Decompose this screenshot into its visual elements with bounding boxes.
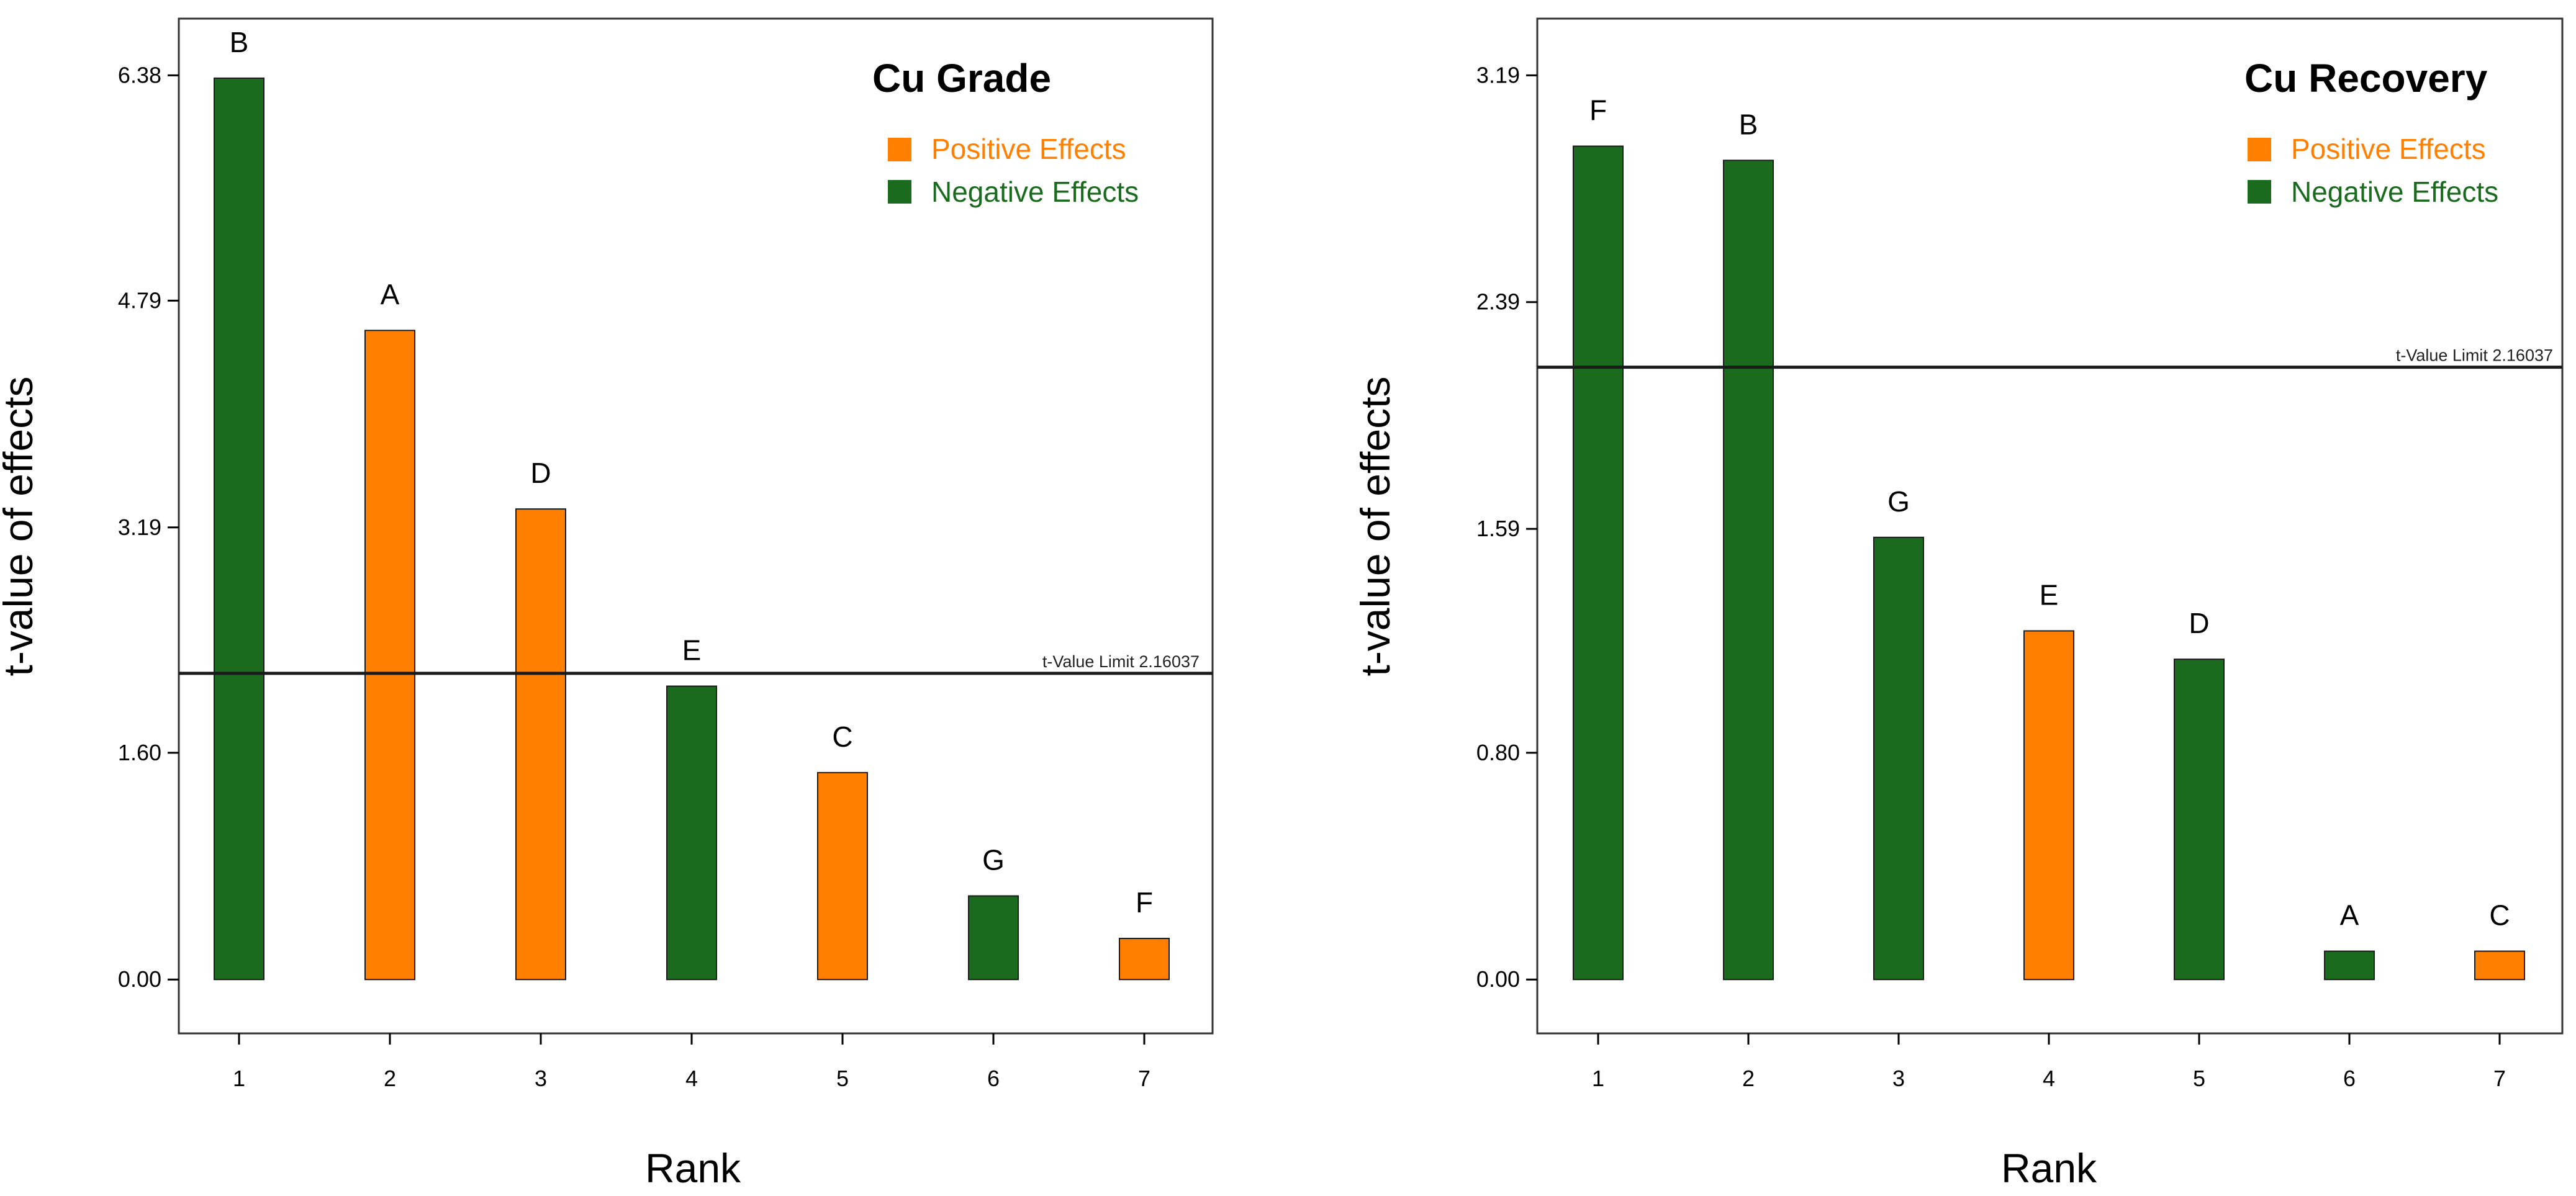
bar-label: A <box>2340 899 2359 932</box>
bar <box>2324 950 2375 981</box>
y-tick-label: 3.19 <box>1476 62 1520 88</box>
x-tick-label: 7 <box>1138 1066 1150 1091</box>
x-axis: 1 2 3 4 5 6 7 <box>233 1033 1150 1091</box>
x-tick-label: 1 <box>233 1066 245 1091</box>
chart-title: Cu Grade <box>872 56 1051 101</box>
bar-label: B <box>1739 108 1758 140</box>
bar <box>2174 659 2225 981</box>
bar-label: G <box>982 843 1005 876</box>
bar-label: F <box>1136 886 1153 919</box>
x-tick-label: 3 <box>535 1066 547 1091</box>
legend-label-negative: Negative Effects <box>931 176 1139 208</box>
x-tick-label: 6 <box>987 1066 1000 1091</box>
y-tick-label: 1.59 <box>1476 516 1520 541</box>
x-axis-label: Rank <box>645 1145 741 1191</box>
plot-frame <box>178 17 1214 1035</box>
threshold-line-group: t-Value Limit 2.16037 <box>1537 346 2562 369</box>
x-tick-label: 5 <box>2193 1066 2205 1091</box>
x-tick-label: 2 <box>384 1066 396 1091</box>
bar-label-group: F B G E D A C <box>1589 94 2510 932</box>
y-axis: 0.00 0.80 1.59 2.39 3.19 <box>1476 62 1537 992</box>
y-tick-label: 1.60 <box>118 740 161 765</box>
bar <box>666 685 717 981</box>
bar <box>2474 950 2525 981</box>
bar <box>1119 938 1170 981</box>
bar-label: D <box>530 457 551 489</box>
bar-label-group: B A D E C G F <box>230 26 1153 919</box>
y-tick-label: 0.80 <box>1476 740 1520 765</box>
legend-label-positive: Positive Effects <box>931 133 1126 165</box>
threshold-label: t-Value Limit 2.16037 <box>2396 346 2553 365</box>
legend-label-positive: Positive Effects <box>2291 133 2486 165</box>
legend-swatch-positive <box>888 138 911 161</box>
x-tick-label: 3 <box>1892 1066 1905 1091</box>
x-tick-label: 5 <box>836 1066 849 1091</box>
y-tick-label: 4.79 <box>118 287 161 313</box>
y-axis-label: t-value of effects <box>1352 376 1398 676</box>
y-tick-label: 0.00 <box>118 966 161 992</box>
y-axis: 0.00 1.60 3.19 4.79 6.38 <box>118 62 179 992</box>
x-axis: 1 2 3 4 5 6 7 <box>1592 1033 2506 1091</box>
bar <box>515 508 566 981</box>
y-tick-label: 3.19 <box>118 515 161 540</box>
x-tick-label: 4 <box>2043 1066 2055 1091</box>
chart-panel-cu-recovery: F B G E D A C t-Value Limit 2.16037 0.00 0.80 1.… <box>1352 17 2564 1191</box>
bar-label: B <box>230 26 249 58</box>
legend-label-negative: Negative Effects <box>2291 176 2498 208</box>
y-tick-label: 2.39 <box>1476 289 1520 315</box>
legend-swatch-negative <box>888 180 911 204</box>
bar <box>968 895 1019 981</box>
bar-label: C <box>832 721 852 753</box>
bar-label: G <box>1887 485 1910 518</box>
legend: Positive Effects Negative Effects <box>888 133 1139 208</box>
legend-swatch-positive <box>2248 138 2271 161</box>
y-axis-label: t-value of effects <box>0 376 41 676</box>
x-axis-label: Rank <box>2001 1145 2097 1191</box>
chart-panel-cu-grade: B A D E C G F t-Value Limit 2.16037 0.00 1.60 3.… <box>0 17 1214 1191</box>
bar-group <box>1573 145 2525 981</box>
legend-swatch-negative <box>2248 180 2271 204</box>
bar-label: E <box>2040 578 2059 611</box>
bar <box>2023 630 2074 981</box>
x-tick-label: 1 <box>1592 1066 1604 1091</box>
threshold-line-group: t-Value Limit 2.16037 <box>179 652 1213 675</box>
bar <box>1723 160 1774 981</box>
bar-label: F <box>1589 94 1607 127</box>
bar <box>817 771 868 981</box>
bar-group <box>214 77 1170 981</box>
bar-label: D <box>2189 607 2209 639</box>
bar <box>1573 145 1624 981</box>
bar-label: A <box>381 278 400 310</box>
bar <box>364 330 415 981</box>
x-tick-label: 2 <box>1742 1066 1755 1091</box>
x-tick-label: 6 <box>2343 1066 2356 1091</box>
bar-label: E <box>682 634 702 667</box>
x-tick-label: 7 <box>2493 1066 2506 1091</box>
bar <box>214 77 264 981</box>
legend: Positive Effects Negative Effects <box>2248 133 2498 208</box>
x-tick-label: 4 <box>685 1066 698 1091</box>
threshold-label: t-Value Limit 2.16037 <box>1042 652 1200 671</box>
chart-title: Cu Recovery <box>2244 56 2488 101</box>
bar <box>1873 536 1924 981</box>
bar-label: C <box>2489 899 2510 932</box>
y-tick-label: 6.38 <box>118 62 161 88</box>
y-tick-label: 0.00 <box>1476 966 1520 992</box>
